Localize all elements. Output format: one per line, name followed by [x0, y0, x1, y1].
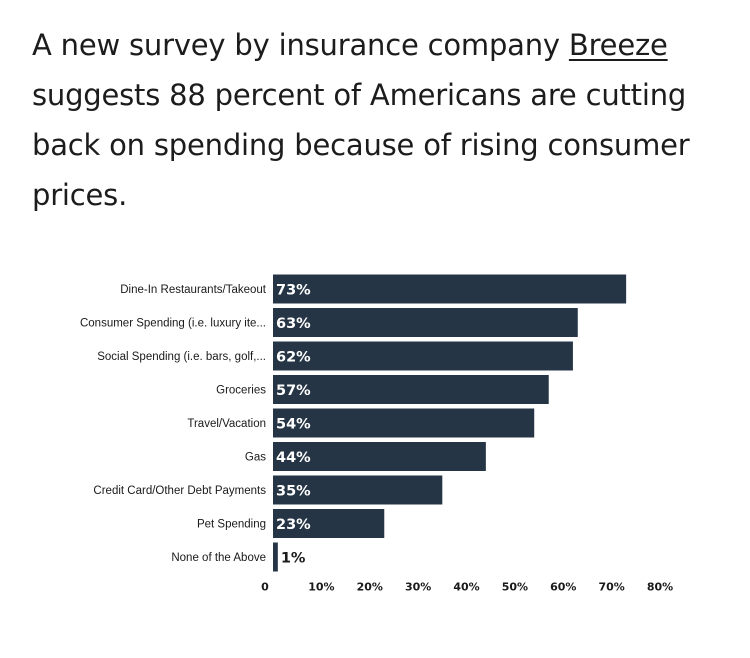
x-tick-label: 80% [647, 581, 673, 594]
category-label: Consumer Spending (i.e. luxury ite... [80, 318, 266, 330]
bar [273, 509, 385, 538]
bar [273, 341, 573, 371]
value-label: 35% [276, 484, 311, 500]
x-tick-label: 70% [598, 581, 624, 594]
x-tick-label: 60% [550, 581, 576, 594]
intro-text-after: suggests 88 percent of Americans are cut… [32, 78, 690, 212]
intro-text-before: A new survey by insurance company [32, 28, 569, 62]
bar [273, 475, 443, 505]
value-label: 73% [276, 283, 311, 299]
value-label: 62% [276, 350, 311, 366]
x-tick-label: 20% [357, 581, 383, 594]
x-tick-label: 10% [308, 581, 334, 594]
bar [273, 375, 549, 404]
x-tick-label: 50% [502, 581, 528, 594]
bar [273, 274, 627, 304]
value-label: 63% [276, 316, 311, 332]
category-label: Credit Card/Other Debt Payments [93, 485, 266, 497]
category-label: Groceries [216, 385, 266, 397]
category-label: Social Spending (i.e. bars, golf,... [97, 351, 266, 363]
value-label: 54% [276, 417, 311, 433]
value-label: 23% [276, 517, 311, 533]
bar [273, 442, 486, 471]
value-label: 57% [276, 383, 311, 399]
category-label: Pet Spending [197, 519, 266, 531]
bar [273, 408, 535, 438]
category-label: Travel/Vacation [187, 418, 266, 430]
category-label: Dine-In Restaurants/Takeout [120, 284, 267, 296]
category-label: None of the Above [171, 552, 266, 564]
value-label: 1% [281, 551, 306, 567]
bar [273, 308, 578, 337]
intro-paragraph: A new survey by insurance company Breeze… [32, 20, 712, 220]
bar [273, 542, 278, 572]
value-label: 44% [276, 450, 311, 466]
x-tick-label: 40% [453, 581, 479, 594]
x-tick-label: 0 [261, 581, 269, 594]
x-tick-label: 30% [405, 581, 431, 594]
category-label: Gas [245, 452, 266, 464]
spending-bar-chart: Dine-In Restaurants/Takeout 73% Consumer S… [80, 274, 673, 594]
breeze-link[interactable]: Breeze [568, 28, 668, 62]
